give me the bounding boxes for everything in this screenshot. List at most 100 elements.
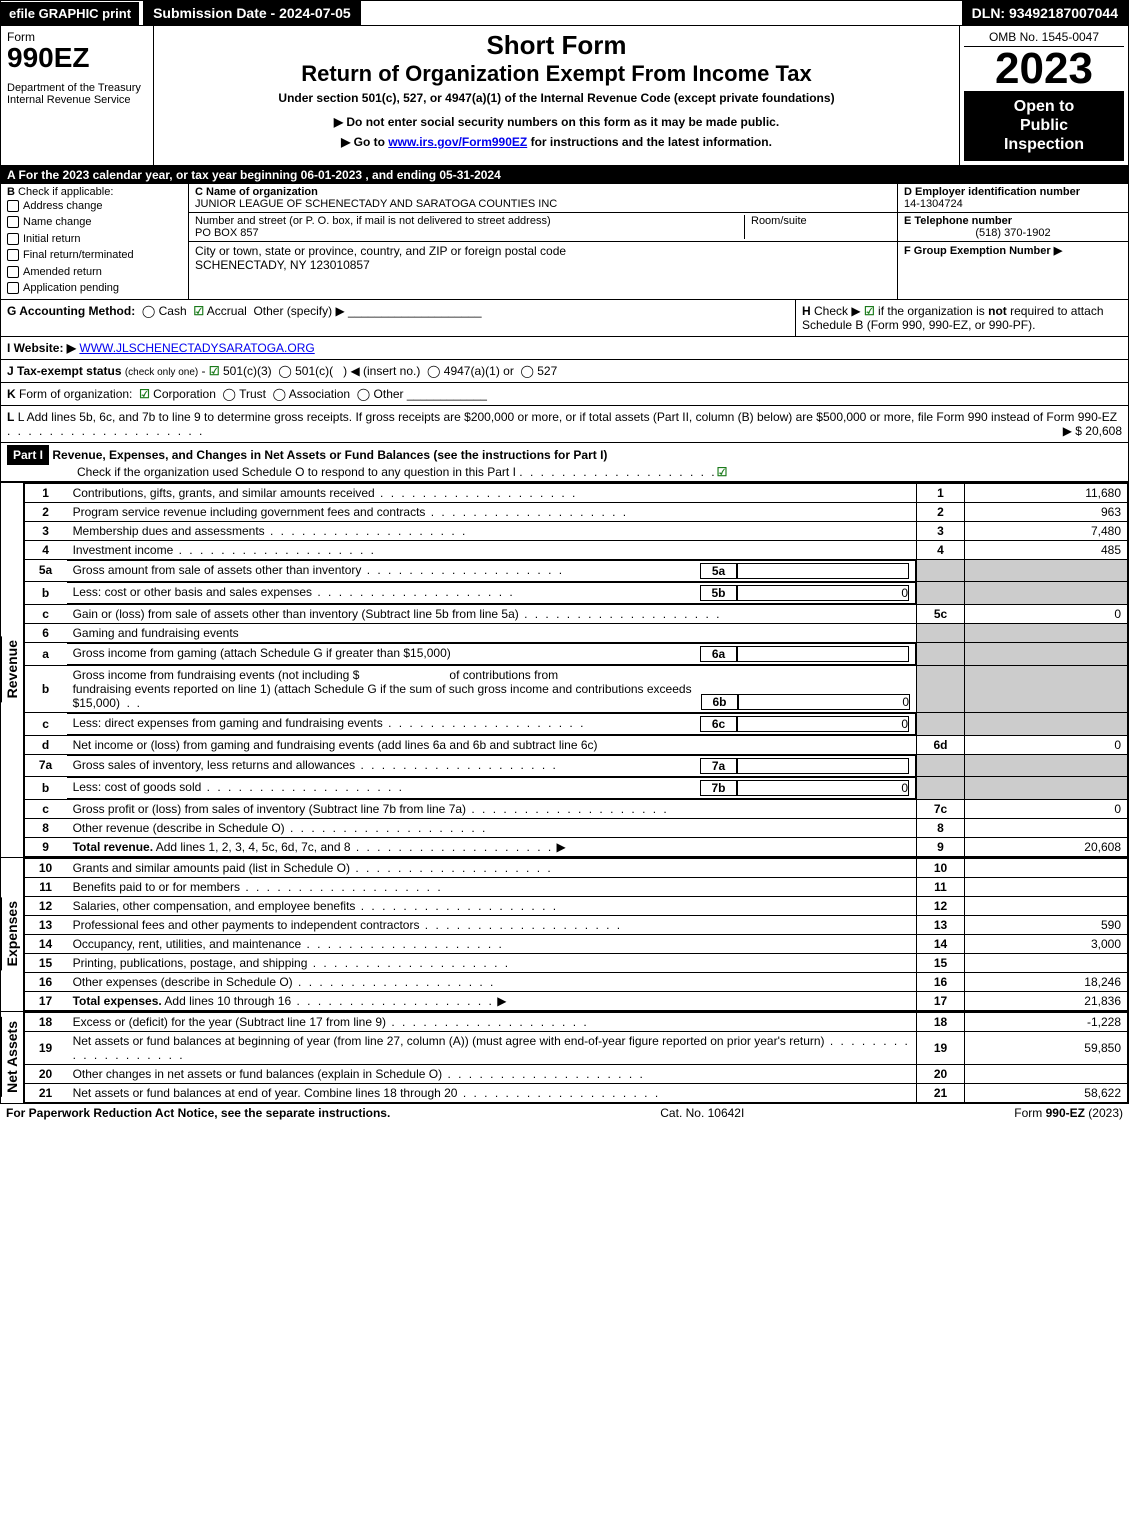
section-j: J Tax-exempt status (check only one) - ☑… <box>1 360 1128 383</box>
opt-final-return: Final return/terminated <box>23 247 134 264</box>
line-21-num: 21 <box>24 1083 67 1102</box>
line-4-desc: Investment income <box>73 543 174 557</box>
part-i-header: Part I Revenue, Expenses, and Changes in… <box>1 443 1128 482</box>
netassets-section: Net Assets 18Excess or (deficit) for the… <box>1 1011 1128 1103</box>
line-9-num: 9 <box>24 837 67 856</box>
line-7a-sub: 7a <box>700 758 737 774</box>
room-label: Room/suite <box>744 215 891 239</box>
line-7a-num: 7a <box>24 754 67 777</box>
line-6c-sub: 6c <box>700 716 737 732</box>
section-g-label: G Accounting Method: <box>7 304 135 318</box>
line-7b-sub: 7b <box>700 780 737 796</box>
name-label: C Name of organization <box>195 186 318 198</box>
line-7c-desc: Gross profit or (loss) from sales of inv… <box>73 802 466 816</box>
line-6c-num: c <box>24 712 67 735</box>
line-2-num: 2 <box>24 502 67 521</box>
line-20-num: 20 <box>24 1064 67 1083</box>
section-a: A For the 2023 calendar year, or tax yea… <box>1 166 1128 184</box>
checkbox-final-return[interactable] <box>7 249 19 261</box>
open-line1: Open to <box>968 97 1120 116</box>
line-7a-desc: Gross sales of inventory, less returns a… <box>73 758 356 772</box>
expenses-section: Expenses 10 Grants and similar amounts pa… <box>1 857 1128 1011</box>
line-10-num: 10 <box>24 858 67 877</box>
checkbox-application-pending[interactable] <box>7 282 19 294</box>
line-4-val: 485 <box>965 540 1128 559</box>
line-6c-desc: Less: direct expenses from gaming and fu… <box>73 716 383 730</box>
line-5a-num: 5a <box>24 559 67 582</box>
line-3-num: 3 <box>24 521 67 540</box>
line-15-key: 15 <box>917 953 965 972</box>
header-left: Form 990EZ Department of the Treasury In… <box>1 26 154 165</box>
part-i-check-text: Check if the organization used Schedule … <box>7 465 516 479</box>
section-c: C Name of organization JUNIOR LEAGUE OF … <box>189 184 897 299</box>
line-19-val: 59,850 <box>965 1031 1128 1064</box>
expenses-vlabel: Expenses <box>1 897 22 970</box>
line-6-key <box>917 623 965 642</box>
section-h-label: H <box>802 304 811 318</box>
irs-link[interactable]: www.irs.gov/Form990EZ <box>388 135 527 149</box>
tel-value: (518) 370-1902 <box>904 227 1122 239</box>
line-17-key: 17 <box>917 991 965 1010</box>
checkbox-address-change[interactable] <box>7 200 19 212</box>
line-7b-subval: 0 <box>737 780 909 796</box>
line-20-desc: Other changes in net assets or fund bala… <box>73 1067 443 1081</box>
g-accrual: Accrual <box>207 304 247 318</box>
line-6d-key: 6d <box>917 735 965 754</box>
g-cash: Cash <box>159 304 187 318</box>
line-5c-key: 5c <box>917 604 965 623</box>
open-line3: Inspection <box>968 135 1120 154</box>
checkbox-name-change[interactable] <box>7 216 19 228</box>
line-18-num: 18 <box>24 1012 67 1031</box>
line-13-desc: Professional fees and other payments to … <box>73 918 420 932</box>
line-7a-key <box>917 754 965 777</box>
line-6-val <box>965 623 1128 642</box>
line-6a-num: a <box>24 642 67 665</box>
group-label: F Group Exemption Number ▶ <box>904 245 1062 257</box>
line-13-num: 13 <box>24 915 67 934</box>
line-6d-val: 0 <box>965 735 1128 754</box>
line-16-val: 18,246 <box>965 972 1128 991</box>
line-19-num: 19 <box>24 1031 67 1064</box>
line-19-key: 19 <box>917 1031 965 1064</box>
netassets-vlabel: Net Assets <box>1 1017 22 1097</box>
line-5a-desc: Gross amount from sale of assets other t… <box>73 563 362 577</box>
line-6c-subval: 0 <box>737 716 909 732</box>
street-value: PO BOX 857 <box>195 227 259 239</box>
checkbox-initial-return[interactable] <box>7 233 19 245</box>
efile-print-button[interactable]: efile GRAPHIC print <box>1 2 139 25</box>
opt-application-pending: Application pending <box>23 280 119 297</box>
line-6b-desc1: Gross income from fundraising events (no… <box>73 668 360 682</box>
opt-name-change: Name change <box>23 214 92 231</box>
line-10-desc: Grants and similar amounts paid (list in… <box>73 861 350 875</box>
line-1-val: 11,680 <box>965 483 1128 502</box>
section-i: I Website: ▶ WWW.JLSCHENECTADYSARATOGA.O… <box>1 337 1128 360</box>
line-4-key: 4 <box>917 540 965 559</box>
checkbox-amended-return[interactable] <box>7 266 19 278</box>
line-10-val <box>965 858 1128 877</box>
header-center: Short Form Return of Organization Exempt… <box>154 26 959 165</box>
ein-label: D Employer identification number <box>904 186 1080 198</box>
line-14-num: 14 <box>24 934 67 953</box>
website-link[interactable]: WWW.JLSCHENECTADYSARATOGA.ORG <box>79 341 314 355</box>
line-2-val: 963 <box>965 502 1128 521</box>
line-2-desc: Program service revenue including govern… <box>73 505 426 519</box>
submission-date: Submission Date - 2024-07-05 <box>143 1 361 25</box>
line-6b-num: b <box>24 665 67 712</box>
line-17-val: 21,836 <box>965 991 1128 1010</box>
line-8-key: 8 <box>917 818 965 837</box>
line-5c-val: 0 <box>965 604 1128 623</box>
section-d: D Employer identification number 14-1304… <box>897 184 1128 299</box>
part-i-title: Revenue, Expenses, and Changes in Net As… <box>52 448 607 462</box>
line-12-val <box>965 896 1128 915</box>
note-ssn: ▶ Do not enter social security numbers o… <box>160 115 953 129</box>
line-12-num: 12 <box>24 896 67 915</box>
line-6d-desc: Net income or (loss) from gaming and fun… <box>67 735 917 754</box>
open-public: Open to Public Inspection <box>964 91 1124 161</box>
top-bar: efile GRAPHIC print Submission Date - 20… <box>1 1 1128 26</box>
section-k: K Form of organization: ☑ Corporation ◯ … <box>1 383 1128 406</box>
open-line2: Public <box>968 116 1120 135</box>
line-16-num: 16 <box>24 972 67 991</box>
dln-label: DLN: 93492187007044 <box>962 1 1128 25</box>
line-6c-key <box>917 712 965 735</box>
line-5b-key <box>917 582 965 605</box>
